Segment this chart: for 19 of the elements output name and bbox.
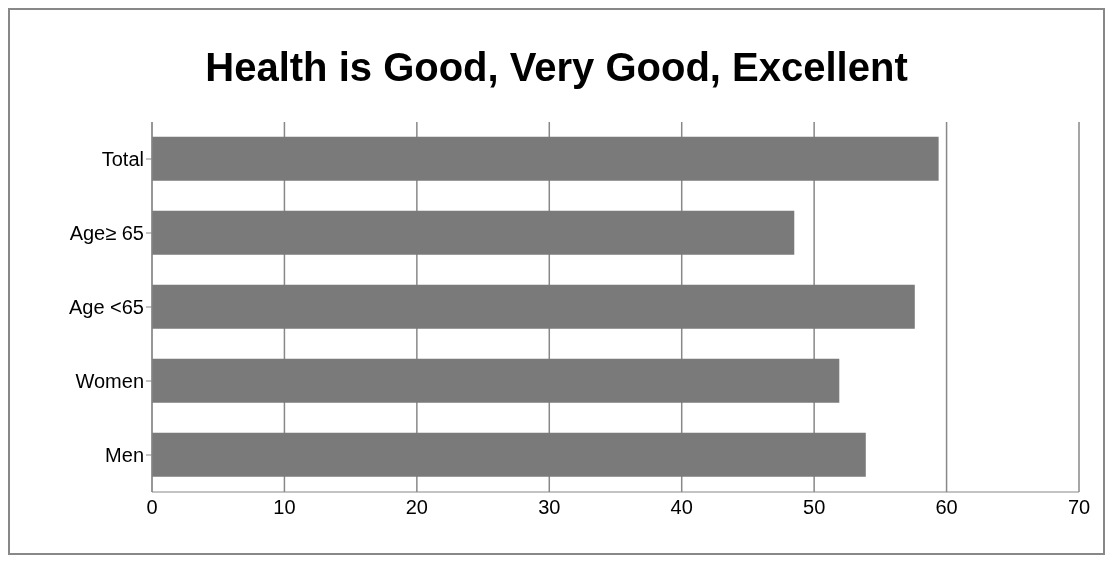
x-tick-label: 30	[538, 496, 561, 519]
y-tick-label: Women	[75, 370, 144, 393]
x-tick-label: 0	[146, 496, 158, 519]
x-tick-label: 10	[273, 496, 296, 519]
chart-title: Health is Good, Very Good, Excellent	[204, 44, 909, 91]
y-tick-label: Men	[105, 444, 144, 467]
x-tick-label: 40	[670, 496, 693, 519]
bar	[152, 358, 840, 403]
x-tick-label: 20	[405, 496, 428, 519]
x-tick-label: 50	[803, 496, 826, 519]
bar	[152, 136, 939, 181]
x-tick-label: 70	[1067, 496, 1091, 519]
y-tick-label: Age≥ 65	[69, 222, 144, 245]
x-tick-label: 60	[935, 496, 958, 519]
y-tick-label: Total	[101, 148, 144, 171]
bar	[152, 284, 915, 329]
y-tick-label: Age <65	[68, 296, 144, 319]
bar	[152, 210, 795, 255]
bar	[152, 432, 866, 477]
